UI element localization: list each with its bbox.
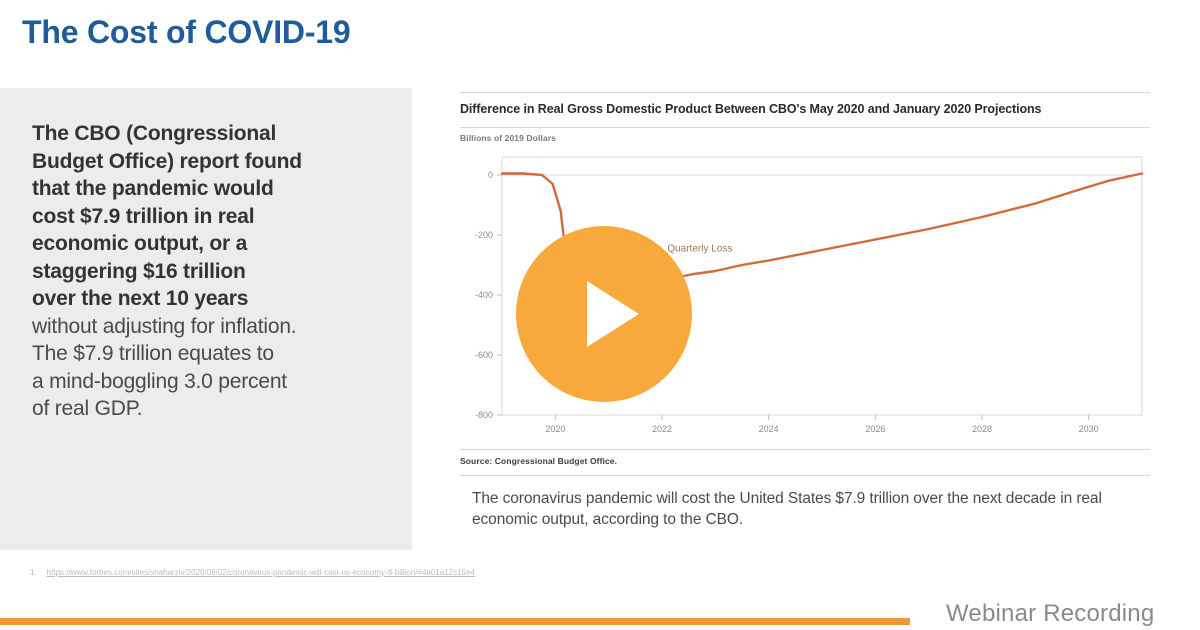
callout-line: economic output, or a: [32, 232, 248, 255]
svg-text:2020: 2020: [545, 424, 565, 434]
divider-under-plot: [460, 449, 1150, 450]
svg-text:-400: -400: [475, 290, 493, 300]
chart-title: Difference in Real Gross Domestic Produc…: [460, 102, 1042, 116]
svg-text:2024: 2024: [759, 424, 779, 434]
chart-units-label: Billions of 2019 Dollars: [460, 133, 556, 143]
svg-text:Quarterly Loss: Quarterly Loss: [667, 244, 732, 255]
page-title: The Cost of COVID-19: [22, 14, 351, 50]
svg-text:2026: 2026: [865, 424, 885, 434]
svg-text:-800: -800: [475, 410, 493, 420]
svg-text:-600: -600: [475, 350, 493, 360]
play-icon: [587, 281, 639, 347]
callout-line: staggering $16 trillion: [32, 259, 246, 283]
divider-under-title: [460, 127, 1150, 128]
callout-line: a mind-boggling 3.0 percent: [32, 369, 287, 393]
callout-text: The CBO (Congressional Budget Office) re…: [32, 120, 382, 423]
divider-bottom: [460, 475, 1150, 476]
footnote: 1. https://www.forbes.com/sites/shaharzi…: [30, 568, 475, 577]
callout-line: The $7.9 trillion equates to: [32, 342, 274, 365]
play-button[interactable]: [516, 226, 692, 402]
svg-text:2028: 2028: [972, 424, 992, 434]
callout-line: of real GDP.: [32, 397, 143, 420]
svg-text:2022: 2022: [652, 424, 672, 434]
callout-line: Budget Office) report found: [32, 149, 302, 173]
callout-line: over the next 10 years: [32, 287, 249, 310]
callout-line: cost $7.9 trillion in real: [32, 204, 255, 228]
figure-caption: The coronavirus pandemic will cost the U…: [472, 490, 1102, 528]
footnote-link[interactable]: https://www.forbes.com/sites/shaharziv/2…: [46, 568, 475, 577]
svg-text:0: 0: [488, 170, 493, 180]
callout-panel: The CBO (Congressional Budget Office) re…: [0, 88, 412, 550]
callout-line: that the pandemic would: [32, 177, 274, 200]
callout-line: The CBO (Congressional: [32, 122, 277, 145]
progress-bar[interactable]: [0, 618, 910, 625]
callout-line: without adjusting for inflation.: [32, 314, 297, 338]
footer-label: Webinar Recording: [946, 600, 1155, 627]
svg-text:-200: -200: [475, 230, 493, 240]
svg-text:2030: 2030: [1079, 424, 1099, 434]
footnote-number: 1.: [30, 568, 37, 577]
chart-source: Source: Congressional Budget Office.: [460, 456, 618, 466]
divider-top: [460, 92, 1150, 93]
